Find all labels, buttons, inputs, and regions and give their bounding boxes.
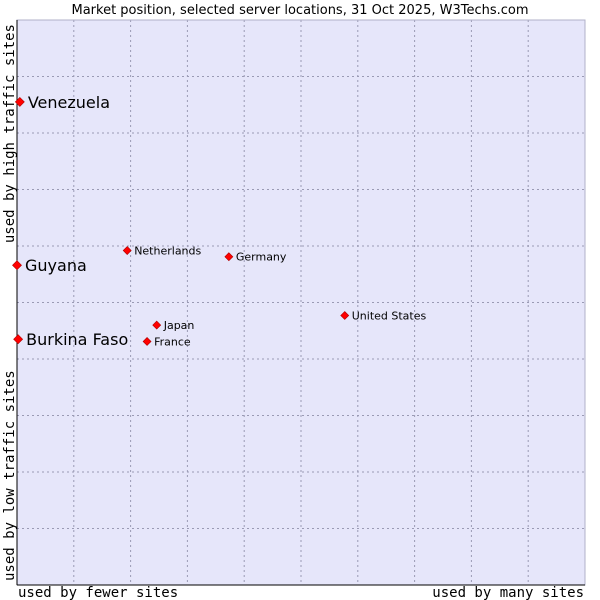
x-axis-label-left: used by fewer sites	[18, 585, 178, 600]
chart-title: Market position, selected server locatio…	[71, 3, 528, 18]
point-marker-united-states	[340, 311, 350, 320]
point-label-germany: Germany	[236, 251, 287, 264]
point-marker-netherlands	[122, 246, 132, 255]
point-marker-germany	[224, 252, 234, 262]
point-label-venezuela: Venezuela	[28, 93, 110, 112]
point-label-netherlands: Netherlands	[134, 245, 201, 258]
axes	[16, 19, 586, 586]
point-marker-japan	[152, 320, 162, 330]
grid-lines	[17, 20, 585, 585]
point-label-burkina-faso: Burkina Faso	[26, 330, 128, 349]
point-label-guyana: Guyana	[25, 256, 87, 275]
point-label-united-states: United States	[352, 309, 427, 322]
point-label-japan: Japan	[163, 319, 195, 332]
y-axis-label-bottom: used by low traffic sites	[2, 370, 18, 581]
x-axis-label-right: used by many sites	[432, 585, 584, 600]
point-marker-venezuela	[14, 97, 25, 107]
point-marker-france	[142, 337, 152, 346]
y-axis-label-top: used by high traffic sites	[2, 24, 18, 243]
point-label-france: France	[154, 335, 191, 348]
point-marker-burkina-faso	[13, 334, 24, 345]
point-marker-guyana	[12, 260, 22, 271]
data-points: Venezuela Guyana Burkina Faso Netherlands Ge…	[12, 93, 427, 349]
